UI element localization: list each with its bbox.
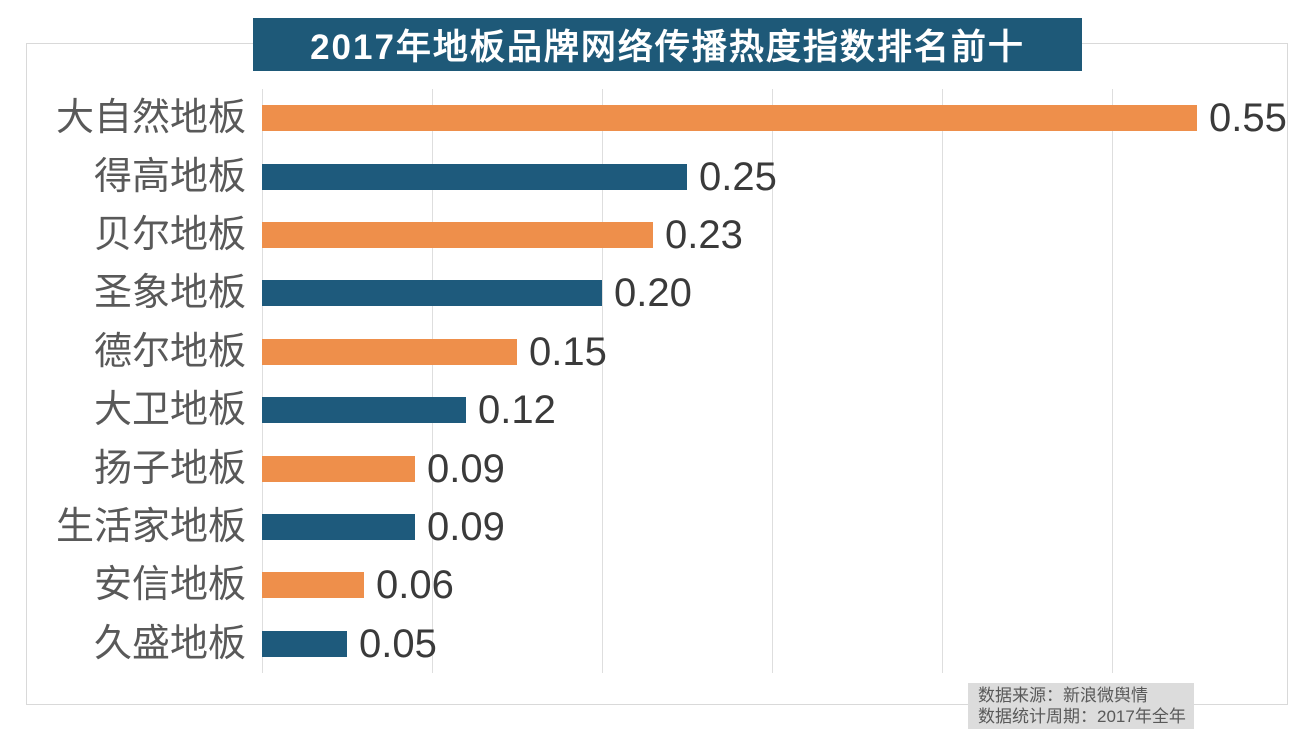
value-label: 0.09 <box>427 504 505 549</box>
value-label: 0.55 <box>1209 96 1287 141</box>
bar-track: 0.05 <box>262 615 1288 673</box>
category-label: 圣象地板 <box>93 272 246 315</box>
bar-track: 0.09 <box>262 498 1288 556</box>
value-label: 0.25 <box>699 154 777 199</box>
category-label: 大自然地板 <box>55 97 246 140</box>
bar-track: 0.06 <box>262 556 1288 614</box>
bar-row: 大卫地板 0.12 <box>26 381 1288 439</box>
bar-row: 得高地板 0.25 <box>26 147 1288 205</box>
gridline <box>432 89 433 673</box>
value-label: 0.06 <box>376 563 454 608</box>
bar-rows: 大自然地板 0.55 得高地板 0.25 贝尔地板 0.23 圣象地板 0.20… <box>26 89 1288 673</box>
bar <box>262 105 1197 132</box>
gridline <box>772 89 773 673</box>
bar <box>262 280 602 307</box>
category-label: 生活家地板 <box>55 505 246 548</box>
gridline <box>602 89 603 673</box>
bar-row: 贝尔地板 0.23 <box>26 206 1288 264</box>
value-label: 0.23 <box>665 212 743 257</box>
bar <box>262 397 466 424</box>
bar <box>262 221 653 248</box>
chart-title-banner: 2017年地板品牌网络传播热度指数排名前十 <box>253 18 1082 71</box>
bar-track: 0.15 <box>262 323 1288 381</box>
bar-row: 生活家地板 0.09 <box>26 498 1288 556</box>
chart-title: 2017年地板品牌网络传播热度指数排名前十 <box>310 28 1025 67</box>
bar <box>262 630 347 657</box>
category-label: 德尔地板 <box>93 330 246 373</box>
bar-row: 扬子地板 0.09 <box>26 439 1288 497</box>
value-label: 0.09 <box>427 446 505 491</box>
bar <box>262 455 415 482</box>
plot-area <box>262 89 1282 673</box>
source-line-2: 数据统计周期：2017年全年 <box>978 707 1186 726</box>
category-label: 贝尔地板 <box>93 213 246 256</box>
data-source-note: 数据来源：新浪微舆情 数据统计周期：2017年全年 <box>968 683 1194 729</box>
value-label: 0.12 <box>478 388 556 433</box>
bar <box>262 338 517 365</box>
bar <box>262 513 415 540</box>
bar-row: 安信地板 0.06 <box>26 556 1288 614</box>
source-line-1: 数据来源：新浪微舆情 <box>978 686 1148 705</box>
bar <box>262 163 687 190</box>
bar-track: 0.25 <box>262 147 1288 205</box>
category-label: 扬子地板 <box>93 447 246 490</box>
category-label: 得高地板 <box>93 155 246 198</box>
gridline <box>262 89 263 673</box>
bar-row: 圣象地板 0.20 <box>26 264 1288 322</box>
category-label: 安信地板 <box>93 564 246 607</box>
bar-track: 0.20 <box>262 264 1288 322</box>
category-label: 久盛地板 <box>93 622 246 665</box>
bar-row: 久盛地板 0.05 <box>26 615 1288 673</box>
gridline <box>1112 89 1113 673</box>
gridline <box>942 89 943 673</box>
bar-row: 德尔地板 0.15 <box>26 323 1288 381</box>
value-label: 0.15 <box>529 329 607 374</box>
bar <box>262 572 364 599</box>
value-label: 0.20 <box>614 271 692 316</box>
bar-track: 0.23 <box>262 206 1288 264</box>
chart-frame <box>26 43 1288 705</box>
bar-row: 大自然地板 0.55 <box>26 89 1288 147</box>
category-label: 大卫地板 <box>93 389 246 432</box>
bar-track: 0.55 <box>262 89 1288 147</box>
value-label: 0.05 <box>359 621 437 666</box>
bar-track: 0.09 <box>262 439 1288 497</box>
bar-track: 0.12 <box>262 381 1288 439</box>
